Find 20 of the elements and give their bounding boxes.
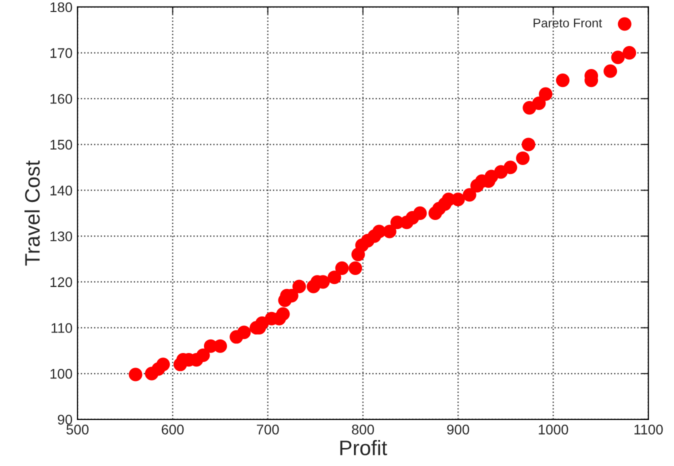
y-tick-label: 90 (58, 414, 72, 425)
y-tick-label: 140 (50, 186, 72, 196)
y-axis-title: Travel Cost (24, 160, 40, 266)
x-tick-label: 700 (256, 424, 279, 434)
y-tick-label: 130 (50, 231, 72, 242)
legend-label: Pareto Front (534, 18, 602, 28)
x-tick-label: 800 (352, 424, 374, 434)
y-tick-label: 100 (50, 368, 72, 379)
x-tick-label: 1100 (634, 424, 663, 434)
x-tick-label: 500 (66, 424, 89, 434)
x-tick-label: 600 (162, 424, 184, 434)
y-tick-label: 170 (50, 48, 72, 58)
y-tick-label: 120 (50, 277, 72, 288)
y-tick-label: 150 (50, 140, 72, 150)
x-tick-label: 900 (447, 424, 470, 434)
y-tick-label: 160 (50, 94, 72, 104)
x-axis-title: Profit (340, 440, 388, 456)
y-tick-label: 180 (50, 2, 72, 12)
x-tick-label: 1000 (538, 424, 568, 434)
y-tick-label: 110 (52, 323, 72, 333)
